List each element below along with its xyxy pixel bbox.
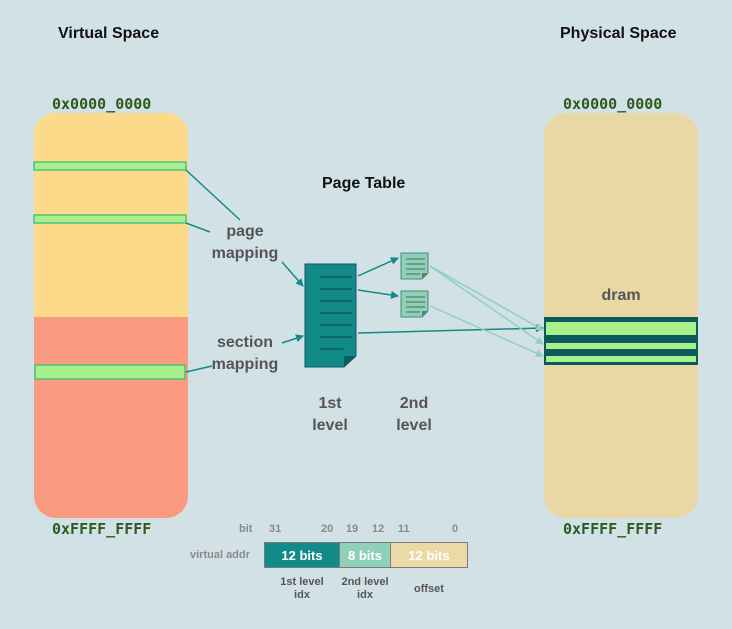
- page-table-title: Page Table: [322, 175, 406, 192]
- l1-to-l2-arrow-2: [357, 289, 399, 299]
- bit-number-11: 11: [398, 523, 410, 535]
- l2-to-dram-arrow-1: [429, 265, 544, 345]
- section-mapping-connector: [185, 365, 213, 373]
- bit-number-12: 12: [372, 523, 385, 535]
- virtual-space-column: [34, 113, 188, 518]
- virtual-section-block: [34, 364, 186, 380]
- first-level-table: [304, 263, 357, 368]
- virtual-space-title: Virtual Space: [58, 25, 160, 42]
- second-level-table-1: [400, 252, 429, 280]
- virtual-end-address: 0xFFFF_FFFF: [52, 520, 152, 538]
- virtual-page-block-2: [33, 214, 187, 224]
- l2-to-dram-arrow-3: [429, 305, 544, 357]
- dram-label: dram: [601, 287, 641, 304]
- page-mapping-label: page mapping: [211, 223, 279, 262]
- field-second-level-caption: 2nd level idx: [341, 576, 389, 601]
- field-first-level-caption: 1st level idx: [280, 576, 324, 601]
- section-to-dram-arrow: [357, 324, 544, 334]
- physical-start-address: 0x0000_0000: [563, 95, 663, 113]
- virtual-start-address: 0x0000_0000: [52, 95, 152, 113]
- field-second-level-bits: 8 bits: [339, 542, 391, 568]
- section-mapping-label: section mapping: [211, 334, 279, 373]
- page-mapping-connector-2: [185, 222, 211, 233]
- section-mapping-arrow: [281, 334, 304, 344]
- dram-blocks: [544, 317, 698, 365]
- physical-space-title: Physical Space: [560, 25, 677, 42]
- field-offset-bits: 12 bits: [390, 542, 468, 568]
- field-first-level-bits: 12 bits: [264, 542, 340, 568]
- second-level-table-2: [400, 290, 429, 318]
- virtual-page-block-1: [33, 161, 187, 171]
- physical-space-column: [544, 113, 698, 518]
- bit-number-31: 31: [269, 523, 282, 535]
- second-level-label: 2nd level: [396, 395, 432, 434]
- virtual-addr-label: virtual addr: [190, 549, 250, 561]
- page-mapping-connector-1: [185, 169, 241, 221]
- bit-label: bit: [239, 523, 253, 535]
- bit-number-0: 0: [452, 523, 459, 535]
- bit-number-19: 19: [346, 523, 359, 535]
- l1-to-l2-arrow-1: [357, 257, 399, 277]
- page-mapping-arrow: [281, 261, 304, 287]
- virtual-section-region: [34, 317, 188, 518]
- first-level-label: 1st level: [312, 395, 348, 434]
- physical-end-address: 0xFFFF_FFFF: [563, 520, 663, 538]
- field-offset-caption: offset: [414, 583, 444, 595]
- bit-number-20: 20: [321, 523, 334, 535]
- l2-to-dram-arrow-2: [429, 265, 544, 331]
